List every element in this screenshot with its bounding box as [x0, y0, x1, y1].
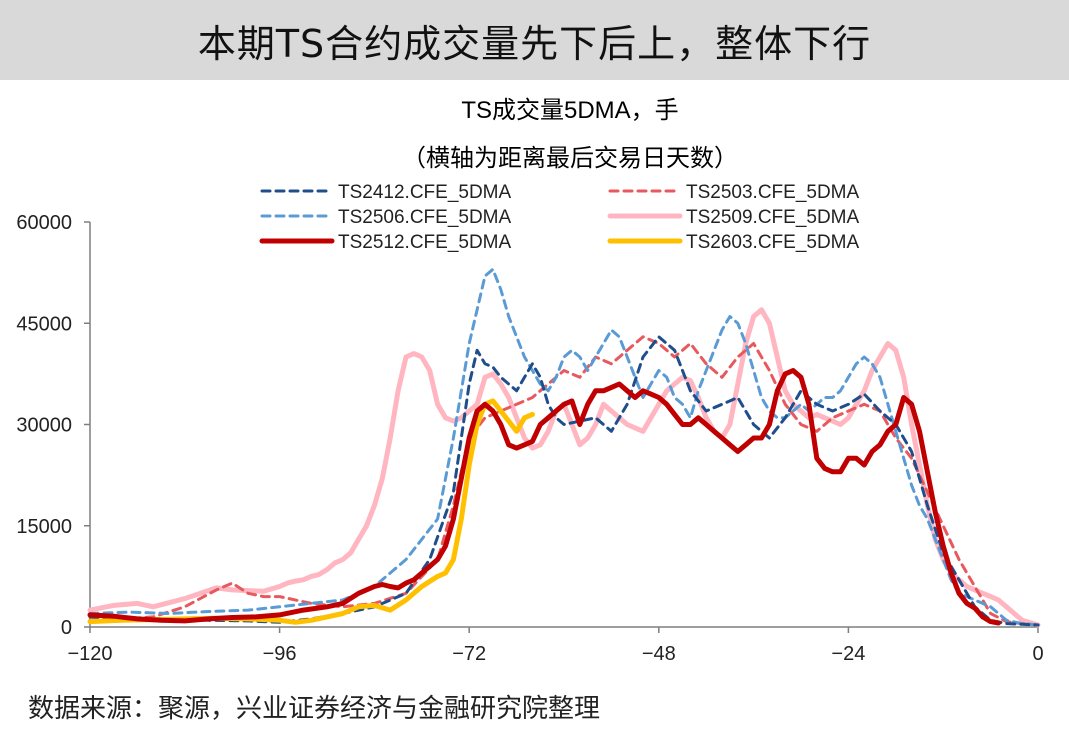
- chart-title: TS成交量5DMA，手: [461, 97, 678, 124]
- y-tick-label: 0: [61, 617, 72, 639]
- source-note: 数据来源：聚源，兴业证券经济与金融研究院整理: [28, 694, 601, 724]
- series-line-ts2509: [87, 307, 1041, 628]
- x-tick-label: 0: [1032, 643, 1043, 665]
- series-line-ts2603: [87, 398, 535, 625]
- series-line-ts2506: [88, 267, 1040, 627]
- x-tick-label: −120: [67, 643, 112, 665]
- x-tick-label: −24: [831, 643, 865, 665]
- y-tick-label: 60000: [16, 212, 72, 234]
- legend-label: TS2603.CFE_5DMA: [686, 232, 860, 253]
- x-tick-label: −48: [642, 643, 676, 665]
- series-line-ts2412: [88, 335, 1040, 627]
- series-line-ts2512: [87, 368, 1001, 626]
- banner: 本期TS合约成交量先下后上，整体下行: [0, 0, 1069, 80]
- chart-plot-area: [87, 267, 1041, 628]
- chart-axes: 0 15000 30000 45000 60000 −120 −96 −72 −48 −24 0: [16, 212, 1043, 665]
- series-line-ts2503: [88, 335, 1040, 627]
- legend-label: TS2506.CFE_5DMA: [338, 207, 512, 228]
- x-tick-label: −96: [263, 643, 297, 665]
- legend-label: TS2412.CFE_5DMA: [338, 182, 512, 203]
- banner-title: 本期TS合约成交量先下后上，整体下行: [197, 21, 872, 66]
- chart-subtitle: （横轴为距离最后交易日天数）: [402, 145, 738, 172]
- y-tick-label: 30000: [16, 415, 72, 437]
- y-tick-label: 15000: [16, 516, 72, 538]
- legend-label: TS2503.CFE_5DMA: [686, 182, 860, 203]
- chart-legend: TS2412.CFE_5DMA TS2503.CFE_5DMA TS2506.CFE…: [259, 182, 860, 253]
- legend-label: TS2512.CFE_5DMA: [338, 232, 512, 253]
- line-chart: TS成交量5DMA，手 （横轴为距离最后交易日天数） TS2412.CFE_5D…: [16, 97, 1043, 665]
- x-tick-label: −72: [452, 643, 486, 665]
- y-tick-label: 45000: [16, 313, 72, 335]
- legend-label: TS2509.CFE_5DMA: [686, 207, 860, 228]
